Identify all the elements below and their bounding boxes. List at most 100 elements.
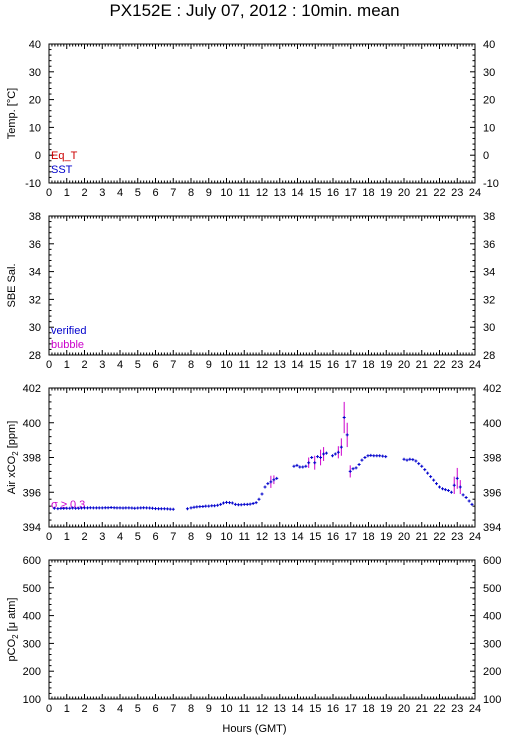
temp-y-tick-label-right: 40 [483,39,495,51]
temp-legend-entry: Eq_T [51,150,78,162]
temp-x-tick-label: 8 [188,187,194,199]
temp-x-tick-label: 9 [206,187,212,199]
sal-x-tick-label: 8 [188,359,194,371]
xco2-data-point [239,503,243,507]
temp-x-tick-label: 5 [135,187,141,199]
temp-plot-frame [48,43,476,184]
sal-x-tick-label: 2 [81,359,87,371]
pco2-x-tick-label: 18 [362,703,374,715]
xco2-data-point [272,478,276,482]
xco2-data-point [198,505,202,509]
xco2-data-point [251,502,255,506]
xco2-data-point [150,506,154,510]
xco2-data-point [62,506,66,510]
xco2-data-point [307,461,311,465]
xco2-x-tick-label: 12 [256,531,268,543]
xco2-data-point [417,462,421,466]
sal-x-tick-label: 13 [274,359,286,371]
pco2-x-tick-label: 9 [206,703,212,715]
pco2-x-tick-label: 7 [170,703,176,715]
xco2-x-tick-label: 22 [433,531,445,543]
xco2-data-point [133,506,137,510]
xco2-data-point [438,485,441,489]
xco2-data-point [402,457,406,461]
temp-x-tick-label: 22 [433,187,445,199]
xco2-data-point [420,464,424,468]
sal-x-tick-label: 10 [220,359,232,371]
xco2-data-point [162,507,166,511]
xco2-x-tick-label: 6 [152,531,158,543]
sal-x-tick-label: 16 [327,359,339,371]
xco2-x-tick-label: 8 [188,531,194,543]
temp-x-tick-label: 10 [220,187,232,199]
temp-y-tick-label-left: -10 [25,178,41,190]
xco2-data-point [228,501,232,505]
temp-x-tick-label: 14 [291,187,303,199]
pco2-y-tick-label-left: 400 [23,611,41,623]
sal-x-tick-label: 1 [64,359,70,371]
xco2-x-tick-label: 16 [327,531,339,543]
xco2-data-point [257,497,261,501]
xco2-data-point [216,503,220,507]
xco2-data-point [319,456,323,459]
xco2-data-point [213,504,217,508]
sal-y-tick-label-right: 38 [483,211,495,223]
xco2-data-point [295,463,299,467]
xco2-data-point [316,455,320,459]
temp-x-tick-label: 11 [239,187,250,199]
xco2-data-point [260,492,264,496]
xco2-data-point [248,502,252,506]
xco2-data-point [157,507,161,511]
sal-x-tick-label: 6 [152,359,158,371]
xco2-data-point [455,476,459,480]
temp-legend-entry: SST [51,164,73,176]
xco2-data-point [142,506,146,510]
xco2-data-point [432,478,436,482]
temp-y-tick-label-left: 0 [35,150,41,162]
xco2-data-point [411,458,415,462]
xco2-data-point [354,466,358,470]
temp-y-tick-label-left: 40 [29,39,41,51]
xco2-data-point [464,495,468,499]
sal-x-tick-label: 22 [433,359,445,371]
pco2-x-tick-label: 8 [188,703,194,715]
sal-x-tick-label: 17 [345,359,357,371]
sal-legend-entry: bubble [51,339,84,351]
xco2-y-tick-label-right: 402 [483,383,501,395]
xco2-x-tick-label: 2 [81,531,87,543]
xco2-x-tick-label: 13 [274,531,286,543]
xco2-data-point [192,505,196,509]
sal-y-tick-label-left: 38 [29,211,41,223]
xco2-x-tick-label: 5 [135,531,141,543]
xco2-data-point [100,506,104,510]
xco2-data-point [121,506,125,510]
xco2-data-point [77,506,81,510]
xco2-x-tick-label: 9 [206,531,212,543]
sal-x-tick-label: 20 [398,359,410,371]
pco2-x-tick-label: 6 [152,703,158,715]
pco2-x-tick-label: 20 [398,703,410,715]
temp-y-tick-label-right: 0 [483,150,489,162]
xco2-x-tick-label: 15 [309,531,321,543]
temp-x-tick-label: 7 [170,187,176,199]
xco2-data-point [330,454,334,458]
pco2-y-tick-label-right: 200 [483,666,501,678]
pco2-x-tick-label: 0 [46,703,52,715]
xco2-data-point [372,454,376,458]
xco2-data-point [414,459,418,463]
pco2-x-tick-label: 17 [345,703,357,715]
xco2-data-point [59,506,63,510]
xco2-data-point [375,454,379,458]
temp-y-tick-label-left: 30 [29,67,41,79]
temp-x-tick-label: 24 [469,187,481,199]
xco2-y-tick-label-right: 400 [483,418,501,430]
xco2-data-point [254,501,258,505]
pco2-y-tick-label-left: 300 [23,638,41,650]
temp-x-tick-label: 15 [309,187,321,199]
xco2-data-point [310,456,314,459]
pco2-y-tick-label-left: 100 [23,694,41,706]
xco2-data-point [145,506,149,510]
temp-y-tick-label-right: -10 [483,178,499,190]
xco2-data-point [65,506,69,510]
xco2-data-point [275,476,279,480]
